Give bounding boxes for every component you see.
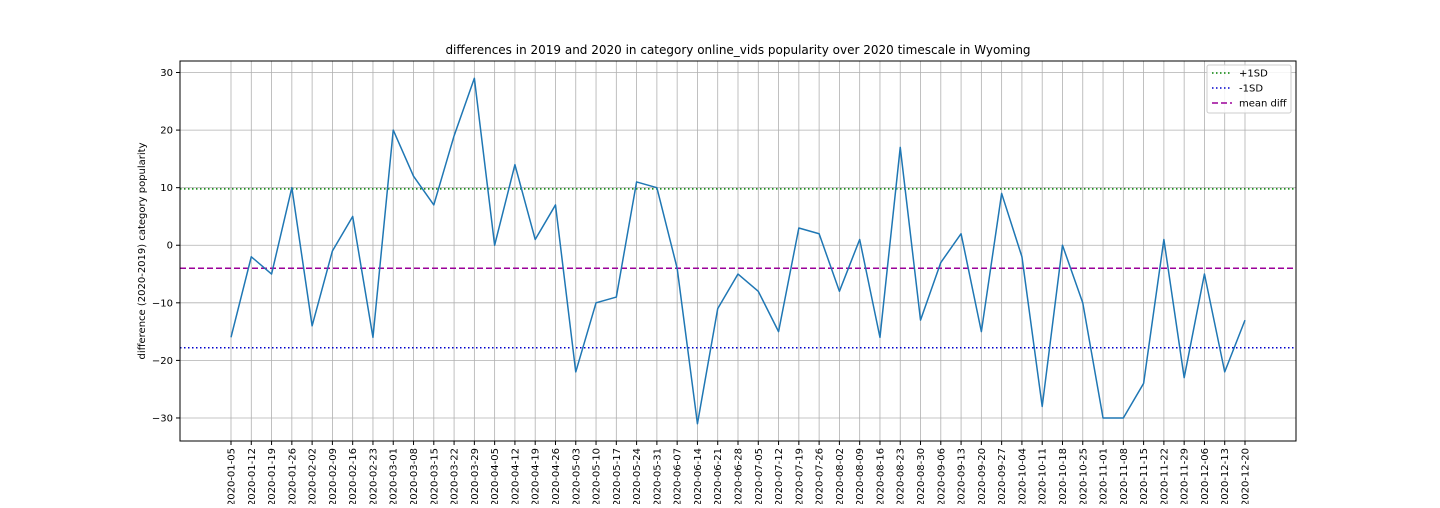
x-tick-label: 2020-03-15	[429, 448, 440, 504]
x-tick-label: 2020-11-01	[1099, 448, 1110, 504]
x-tick-label: 2020-12-13	[1220, 448, 1231, 504]
x-tick-label: 2020-09-13	[957, 448, 968, 504]
x-tick-label: 2020-05-31	[652, 448, 663, 504]
y-tick-label: 10	[160, 183, 173, 194]
x-tick-label: 2020-07-19	[794, 448, 805, 504]
x-tick-label: 2020-03-01	[389, 448, 400, 504]
y-ticks: −30 −20 −10 0 10 20 30	[152, 68, 180, 424]
legend-label: +1SD	[1239, 69, 1268, 80]
x-tick-label: 2020-05-17	[612, 448, 623, 504]
x-tick-label: 2020-04-19	[531, 448, 542, 504]
x-tick-label: 2020-05-24	[632, 448, 643, 504]
x-tick-label: 2020-12-20	[1241, 448, 1252, 504]
x-tick-label: 2020-07-26	[815, 448, 826, 504]
x-tick-label: 2020-11-15	[1139, 448, 1150, 504]
chart-title: differences in 2019 and 2020 in category…	[445, 43, 1030, 57]
x-tick-label: 2020-02-02	[308, 448, 319, 504]
x-tick-label: 2020-08-30	[916, 448, 927, 504]
x-tick-label: 2020-11-08	[1119, 448, 1130, 504]
x-tick-label: 2020-10-18	[1058, 448, 1069, 504]
x-tick-label: 2020-01-12	[247, 448, 258, 504]
x-tick-label: 2020-10-11	[1038, 448, 1049, 504]
x-tick-label: 2020-03-08	[409, 448, 420, 504]
series-line	[230, 77, 1246, 425]
x-tick-label: 2020-09-06	[936, 448, 947, 504]
y-tick-label: −20	[152, 356, 173, 367]
x-tick-label: 2020-05-10	[592, 448, 603, 504]
x-tick-label: 2020-08-09	[855, 448, 866, 504]
x-tick-label: 2020-10-25	[1078, 448, 1089, 504]
x-tick-label: 2020-11-29	[1180, 448, 1191, 504]
x-tick-label: 2020-02-23	[368, 448, 379, 504]
x-tick-label: 2020-06-28	[734, 448, 745, 504]
legend: +1SD -1SD mean diff	[1206, 64, 1292, 114]
y-tick-label: −10	[152, 298, 173, 309]
x-tick-label: 2020-06-21	[713, 448, 724, 504]
x-tick-label: 2020-10-04	[1017, 448, 1028, 504]
x-tick-label: 2020-11-22	[1159, 448, 1170, 504]
y-axis-label: difference (2020-2019) category populari…	[137, 142, 148, 359]
x-tick-label: 2020-01-19	[267, 448, 278, 504]
x-tick-label: 2020-08-02	[835, 448, 846, 504]
x-tick-label: 2020-05-03	[571, 448, 582, 504]
x-tick-label: 2020-12-06	[1200, 448, 1211, 504]
x-tick-label: 2020-04-05	[490, 448, 501, 504]
legend-label: mean diff	[1239, 99, 1288, 110]
x-tick-label: 2020-02-09	[328, 448, 339, 504]
x-tick-label: 2020-08-16	[875, 448, 886, 504]
series-layer	[230, 77, 1246, 425]
x-tick-label: 2020-01-26	[287, 448, 298, 504]
x-tick-label: 2020-03-22	[450, 448, 461, 504]
x-tick-label: 2020-06-14	[693, 448, 704, 504]
y-tick-label: 30	[160, 68, 173, 79]
x-tick-label: 2020-07-12	[774, 448, 785, 504]
grid-lines	[180, 61, 1296, 441]
y-tick-label: 0	[167, 241, 173, 252]
reference-lines	[180, 188, 1296, 349]
y-tick-label: 20	[160, 126, 173, 137]
legend-label: -1SD	[1239, 84, 1263, 95]
legend-box	[1206, 64, 1292, 114]
x-tick-label: 2020-02-16	[348, 448, 359, 504]
x-tick-label: 2020-03-29	[470, 448, 481, 504]
x-tick-label: 2020-01-05	[227, 448, 238, 504]
x-tick-label: 2020-04-12	[510, 448, 521, 504]
x-tick-label: 2020-09-27	[997, 448, 1008, 504]
x-tick-label: 2020-09-20	[977, 448, 988, 504]
x-tick-label: 2020-06-07	[673, 448, 684, 504]
x-tick-label: 2020-08-23	[896, 448, 907, 504]
x-ticks: 2020-01-05 2020-01-12 2020-01-19 2020-01-26…	[227, 441, 1252, 506]
y-tick-label: −30	[152, 413, 173, 424]
x-tick-label: 2020-07-05	[754, 448, 765, 504]
x-tick-label: 2020-04-26	[551, 448, 562, 504]
